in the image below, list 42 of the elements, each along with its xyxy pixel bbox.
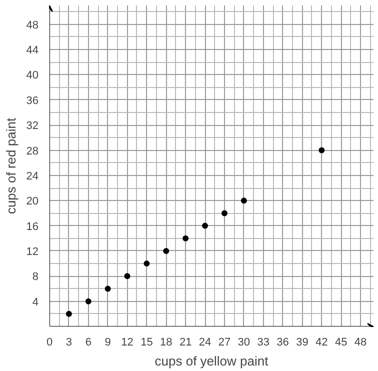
y-tick-label: 20	[26, 196, 39, 208]
point	[104, 286, 111, 292]
point	[240, 198, 247, 204]
x-tick-label: 36	[276, 336, 289, 348]
x-tick-label: 21	[179, 336, 192, 348]
point	[221, 210, 228, 216]
point	[182, 235, 189, 242]
y-tick-label: 4	[32, 296, 39, 308]
x-tick-label: 3	[66, 336, 72, 348]
x-tick-label: 18	[160, 336, 172, 348]
x-tick-label: 15	[140, 336, 153, 348]
point	[318, 147, 325, 154]
y-tick-label: 8	[32, 271, 39, 284]
x-tick-label: 12	[121, 336, 134, 348]
x-tick-label: 27	[218, 336, 231, 348]
y-tick-label: 48	[26, 19, 39, 32]
y-tick-label: 40	[26, 70, 39, 82]
point	[202, 222, 208, 229]
y-tick-label: 24	[26, 170, 39, 182]
x-tick-label: 6	[85, 336, 92, 348]
x-tick-label: 42	[316, 336, 328, 348]
y-axis-title: cups of red paint	[3, 118, 18, 214]
y-tick-label: 28	[26, 145, 39, 158]
x-tick-label: 33	[257, 336, 270, 348]
x-tick-label: 0	[46, 336, 53, 348]
x-tick-label: 39	[296, 336, 308, 348]
y-tick-label: 12	[26, 246, 39, 258]
x-axis-title: cups of yellow paint	[154, 354, 269, 368]
x-tick-label: 9	[104, 336, 111, 348]
point	[144, 260, 150, 267]
y-tick-label: 16	[26, 220, 39, 233]
point	[124, 273, 130, 280]
x-tick-label: 45	[334, 336, 348, 348]
point	[163, 248, 170, 254]
x-tick-label: 30	[238, 336, 250, 348]
point	[66, 310, 72, 317]
y-tick-label: 32	[26, 120, 39, 132]
y-tick-label: 36	[26, 94, 39, 107]
y-tick-label: 44	[26, 44, 39, 57]
point	[85, 298, 92, 304]
x-tick-label: 48	[354, 336, 367, 348]
x-tick-label: 24	[198, 336, 212, 348]
